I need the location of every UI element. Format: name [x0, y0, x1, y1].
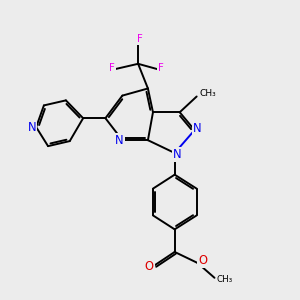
Text: F: F [137, 34, 142, 44]
Text: O: O [145, 260, 154, 273]
Text: CH₃: CH₃ [217, 275, 233, 284]
Text: N: N [115, 134, 124, 147]
Text: F: F [158, 63, 163, 73]
Text: F: F [109, 63, 115, 73]
Text: O: O [198, 254, 207, 267]
Text: N: N [193, 122, 202, 135]
Text: N: N [173, 148, 182, 161]
Text: CH₃: CH₃ [200, 89, 216, 98]
Text: N: N [27, 121, 36, 134]
